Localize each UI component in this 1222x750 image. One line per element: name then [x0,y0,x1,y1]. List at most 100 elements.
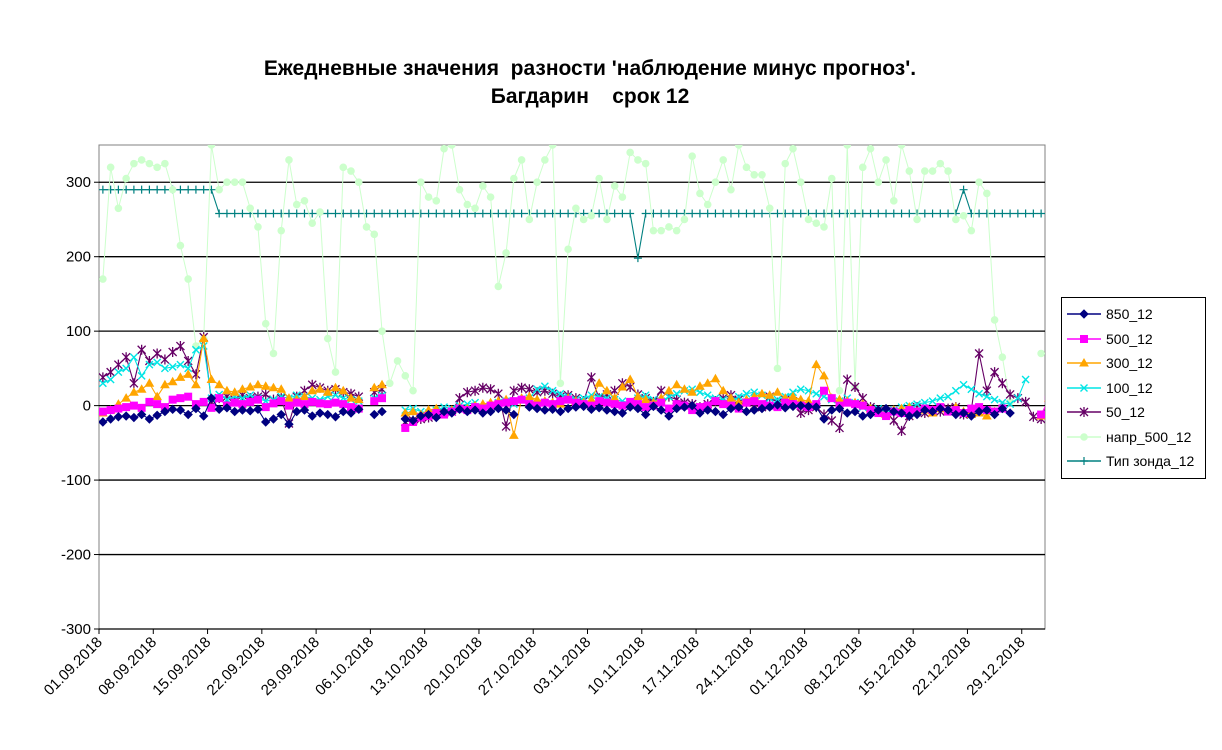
data-point [702,378,713,387]
data-point [657,226,665,235]
legend-label: напр_500_12 [1106,428,1192,445]
data-point [812,209,821,218]
data-point [315,399,324,408]
data-point [702,405,713,415]
data-point [904,411,915,421]
data-point [113,412,124,422]
data-point [858,209,867,218]
data-point [757,388,767,398]
data-point [502,209,511,218]
data-point [897,145,906,149]
data-point [315,384,325,393]
data-point [207,185,216,194]
data-point [796,400,806,411]
data-point [757,403,767,414]
data-point [237,405,248,415]
data-point [726,393,736,402]
data-point [672,389,681,398]
data-point [958,408,969,418]
data-point [207,403,216,412]
data-point [269,349,278,358]
data-point [889,406,899,417]
data-point [229,387,240,396]
data-point [587,211,596,220]
legend-swatch [1067,357,1101,367]
data-point [671,403,682,414]
data-point [432,209,441,218]
data-point [882,156,890,164]
data-point [199,185,208,194]
data-point [253,209,262,218]
data-point [1060,210,1068,218]
data-point [772,387,783,396]
data-point [913,400,922,409]
data-point [765,204,774,213]
data-point [633,403,643,414]
data-point [153,163,161,172]
data-point [160,406,170,417]
data-point [137,371,146,380]
data-point [401,372,410,380]
data-point [99,417,108,427]
legend-label: 100_12 [1106,379,1153,396]
data-point [462,406,473,417]
data-point [943,405,953,415]
data-point [160,354,170,365]
data-point [773,364,782,373]
data-point [680,215,689,224]
data-point [881,403,891,414]
data-point [897,425,907,436]
data-point [215,185,223,194]
chart-title-line1: Ежедневные значения разности 'наблюдение… [263,57,917,80]
data-point [347,209,356,218]
data-point [633,391,643,401]
data-point [168,185,177,194]
data-point [462,387,472,398]
data-point [292,398,301,407]
data-point [517,395,526,404]
data-point [137,156,146,164]
data-point [284,209,293,218]
legend-item: 850_12 [1062,304,1205,324]
data-point [672,209,681,218]
data-point [819,414,829,424]
data-point [493,403,504,414]
data-point [679,384,690,393]
data-point [129,378,139,389]
data-point [533,209,542,218]
data-point [981,411,992,420]
legend-swatch [1067,457,1101,465]
data-point [772,400,783,410]
data-point [416,178,425,187]
data-point [486,384,496,395]
y-tick-label: -200 [61,547,91,564]
data-point [703,200,712,209]
data-point [114,368,123,377]
data-point [447,408,457,418]
data-point [183,355,193,366]
data-point [362,223,371,231]
data-point [982,209,991,218]
data-point [532,403,542,414]
data-point [525,215,534,224]
data-point [889,197,898,205]
data-point [1076,254,1084,262]
data-point [656,405,666,415]
data-point [486,193,495,201]
data-point [214,379,225,389]
data-point [750,397,759,406]
data-point [764,390,775,399]
data-point [796,209,805,218]
data-point [470,385,480,396]
data-point [175,372,186,381]
data-point [540,209,549,218]
data-point [827,209,836,218]
data-point [308,209,317,218]
data-point [385,379,394,388]
data-point [152,391,163,401]
data-point [99,407,107,416]
data-point [292,200,301,209]
legend-item: 300_12 [1062,353,1205,373]
data-point [385,209,394,218]
data-point [719,400,728,409]
